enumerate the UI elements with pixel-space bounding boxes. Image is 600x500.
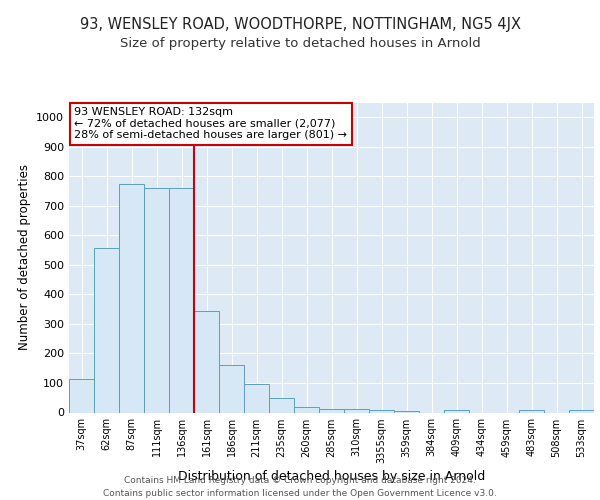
Text: Contains HM Land Registry data © Crown copyright and database right 2024.
Contai: Contains HM Land Registry data © Crown c… bbox=[103, 476, 497, 498]
Text: 93 WENSLEY ROAD: 132sqm
← 72% of detached houses are smaller (2,077)
28% of semi: 93 WENSLEY ROAD: 132sqm ← 72% of detache… bbox=[74, 107, 347, 140]
Bar bbox=[319, 409, 344, 412]
Bar bbox=[219, 364, 244, 412]
Bar bbox=[119, 184, 144, 412]
Bar bbox=[94, 248, 119, 412]
Bar bbox=[144, 188, 169, 412]
Bar bbox=[69, 379, 94, 412]
Bar bbox=[519, 410, 544, 412]
Bar bbox=[444, 410, 469, 412]
Bar bbox=[194, 310, 219, 412]
X-axis label: Distribution of detached houses by size in Arnold: Distribution of detached houses by size … bbox=[178, 470, 485, 483]
Bar bbox=[269, 398, 294, 412]
Bar bbox=[344, 409, 369, 412]
Bar bbox=[394, 411, 419, 412]
Text: Size of property relative to detached houses in Arnold: Size of property relative to detached ho… bbox=[119, 38, 481, 51]
Bar bbox=[244, 384, 269, 412]
Y-axis label: Number of detached properties: Number of detached properties bbox=[17, 164, 31, 350]
Text: 93, WENSLEY ROAD, WOODTHORPE, NOTTINGHAM, NG5 4JX: 93, WENSLEY ROAD, WOODTHORPE, NOTTINGHAM… bbox=[79, 18, 521, 32]
Bar bbox=[369, 410, 394, 412]
Bar bbox=[169, 188, 194, 412]
Bar bbox=[294, 406, 319, 412]
Bar bbox=[569, 410, 594, 412]
